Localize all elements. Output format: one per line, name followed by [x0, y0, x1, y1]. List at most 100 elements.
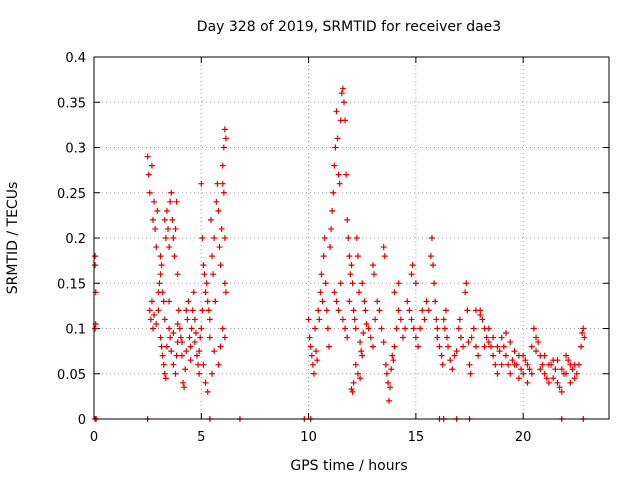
data-point — [391, 289, 398, 296]
data-point — [505, 361, 512, 368]
data-point — [456, 316, 463, 323]
data-point — [178, 339, 185, 346]
data-point — [321, 235, 328, 241]
data-point — [541, 370, 548, 377]
data-point — [358, 348, 365, 355]
data-point — [336, 180, 343, 187]
data-point — [221, 334, 228, 341]
data-point — [571, 361, 578, 368]
data-point — [535, 339, 542, 346]
data-point — [354, 370, 361, 377]
data-point — [455, 325, 462, 332]
data-point — [533, 334, 540, 341]
data-point — [177, 334, 184, 341]
data-point — [221, 235, 228, 241]
data-point — [189, 307, 196, 314]
data-point — [151, 198, 158, 205]
data-point — [430, 262, 437, 269]
y-tick-label: 0.2 — [65, 232, 86, 247]
data-point — [161, 316, 168, 323]
data-point — [169, 216, 176, 223]
data-point — [187, 343, 194, 350]
data-point — [170, 235, 177, 241]
data-point — [221, 280, 228, 287]
data-point — [214, 180, 221, 187]
data-point — [383, 370, 390, 377]
data-point — [359, 352, 366, 359]
data-point — [345, 235, 352, 241]
data-point — [342, 325, 349, 332]
data-point — [380, 339, 387, 346]
data-point — [158, 343, 165, 350]
data-point — [165, 225, 172, 232]
data-point — [412, 280, 419, 287]
data-point — [211, 235, 218, 241]
data-point — [556, 384, 563, 391]
data-point — [391, 343, 398, 350]
data-point — [150, 216, 157, 223]
y-tick-label: 0.05 — [57, 368, 86, 383]
data-point — [156, 280, 163, 287]
data-point — [166, 244, 173, 251]
data-point — [92, 262, 99, 269]
data-point — [333, 108, 340, 115]
data-point — [578, 343, 585, 350]
data-point — [150, 325, 157, 332]
data-point — [173, 352, 180, 359]
data-point — [172, 225, 179, 232]
data-point — [367, 334, 374, 341]
data-point — [571, 375, 578, 382]
data-point — [436, 343, 443, 350]
data-point — [503, 352, 509, 359]
y-tick-label: 0.4 — [65, 51, 86, 66]
data-point — [309, 361, 316, 368]
data-point — [322, 280, 329, 287]
data-point — [533, 348, 540, 355]
axis-ticks: 0 0.05 0.1 0.15 0.2 0.25 0.3 0.35 0.4 0 5 10 15 20 — [57, 51, 609, 445]
data-point — [381, 253, 388, 260]
data-point — [565, 357, 572, 364]
data-point — [462, 289, 469, 296]
data-point — [92, 253, 99, 260]
data-point — [188, 325, 195, 332]
data-point — [395, 307, 402, 314]
data-point — [554, 379, 561, 386]
data-point — [308, 352, 315, 359]
data-point — [171, 253, 178, 260]
data-point — [318, 271, 325, 278]
data-point — [157, 253, 164, 260]
data-point — [203, 280, 210, 287]
data-point — [167, 334, 174, 341]
data-point — [472, 343, 479, 350]
data-point — [558, 388, 565, 395]
data-point — [408, 316, 415, 323]
data-point — [528, 343, 535, 350]
data-point — [194, 352, 200, 359]
data-point — [434, 334, 441, 341]
data-point — [346, 253, 353, 260]
data-point — [442, 307, 449, 314]
data-point — [215, 207, 222, 214]
data-point — [172, 370, 179, 377]
data-point — [362, 307, 369, 314]
data-point — [402, 325, 409, 332]
data-point — [483, 334, 490, 341]
data-point — [161, 370, 168, 377]
data-point — [331, 162, 338, 169]
data-point — [152, 225, 159, 232]
data-point — [349, 280, 356, 287]
data-point — [372, 316, 379, 323]
data-point — [410, 325, 417, 332]
data-point — [492, 361, 499, 368]
data-point — [496, 348, 503, 355]
data-point — [479, 316, 486, 323]
data-point — [207, 216, 214, 223]
data-point — [550, 375, 557, 382]
data-point — [198, 325, 205, 332]
data-point — [554, 357, 561, 364]
data-point — [332, 144, 339, 151]
data-point — [349, 388, 356, 395]
data-point — [387, 384, 394, 391]
data-point — [522, 357, 529, 364]
data-point — [185, 298, 192, 305]
